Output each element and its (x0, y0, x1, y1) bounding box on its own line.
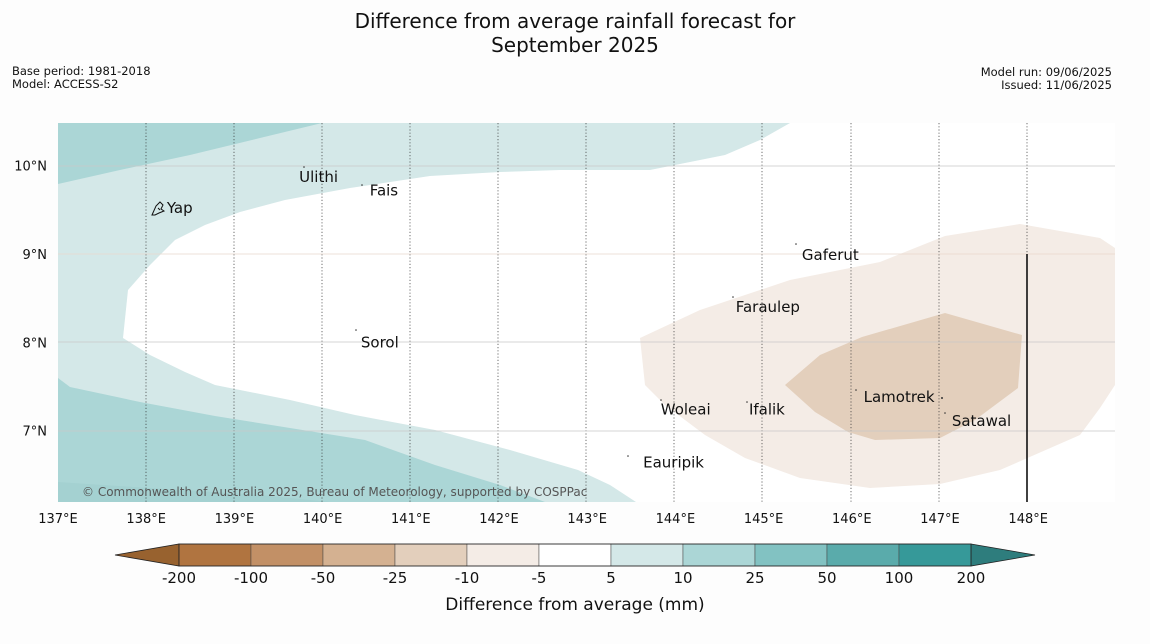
lat-tick-label: 8°N (23, 336, 48, 351)
lon-tick-label: 139°E (215, 512, 255, 527)
lat-tick-label: 7°N (23, 425, 48, 440)
colorbar-box (466, 543, 540, 567)
lat-tick-label: 10°N (14, 160, 47, 175)
issued-date: Issued: 11/06/2025 (1001, 78, 1112, 92)
place-label-yap: Yap (166, 199, 193, 217)
contour-10-25-south (58, 378, 545, 502)
colorbar-boxes (178, 543, 972, 567)
contour-minus10-minus25 (785, 313, 1022, 440)
colorbar-box (322, 543, 396, 567)
colorbar-tick-label: -50 (311, 569, 336, 587)
place-label-faraulep: Faraulep (736, 298, 800, 316)
base-period: Base period: 1981-2018 (12, 64, 151, 78)
contour-5-10-band (58, 123, 790, 502)
lon-tick-label: 143°E (567, 512, 607, 527)
colorbar-tick-label: 10 (673, 569, 692, 587)
island-dots (303, 166, 946, 457)
lon-tick-label: 147°E (920, 512, 960, 527)
colorbar-box (898, 543, 972, 567)
colorbar-frame (178, 543, 972, 567)
colorbar-tick-label: -5 (532, 569, 547, 587)
model-name: Model: ACCESS-S2 (12, 77, 119, 91)
colorbar: -200 -100 -50 -25 -10 -5 5 10 25 50 100 200 Differe… (114, 543, 1036, 615)
colorbar-tick-label: -200 (162, 569, 196, 587)
chart-title: Difference from average rainfall forecas… (0, 9, 1150, 57)
place-label-gaferut: Gaferut (802, 246, 859, 264)
longitude-tick-labels: 137°E 138°E 139°E 140°E 141°E 142°E 143°E 144°E… (38, 512, 1048, 527)
place-label-fais: Fais (370, 181, 399, 199)
place-label-eauripik: Eauripik (643, 453, 704, 471)
colorbar-tick-label: 100 (885, 569, 914, 587)
colorbar-high-extend (970, 543, 1036, 567)
lon-tick-label: 138°E (126, 512, 166, 527)
place-label-satawal: Satawal (952, 412, 1011, 430)
place-label-sorol: Sorol (361, 333, 399, 351)
yap-island-outline (151, 201, 166, 216)
colorbar-labels: -200 -100 -50 -25 -10 -5 5 10 25 50 100 200 (162, 569, 985, 587)
colorbar-tick-label: -25 (383, 569, 408, 587)
colorbar-box (394, 543, 468, 567)
colorbar-tick-label: -10 (455, 569, 480, 587)
colorbar-tick-label: 25 (745, 569, 764, 587)
model-run: Model run: 09/06/2025 (980, 65, 1112, 79)
colorbar-title: Difference from average (mm) (445, 595, 704, 615)
colorbar-low-extend (114, 543, 180, 567)
contour-10-25-bottom-strip (58, 482, 330, 502)
colorbar-tick-label: -100 (234, 569, 268, 587)
lon-tick-label: 141°E (391, 512, 431, 527)
lon-tick-label: 137°E (38, 512, 78, 527)
meta-left: Base period: 1981-2018 Model: ACCESS-S2 (12, 65, 151, 91)
colorbar-box (538, 543, 612, 567)
colorbar-box (826, 543, 900, 567)
colorbar-box (754, 543, 828, 567)
colorbar-box (250, 543, 324, 567)
colorbar-tick-label: 200 (957, 569, 986, 587)
colorbar-tick-label: 5 (606, 569, 616, 587)
lon-tick-label: 142°E (479, 512, 519, 527)
lon-tick-label: 145°E (744, 512, 784, 527)
place-label-ifalik: Ifalik (749, 400, 785, 418)
title-line-1: Difference from average rainfall forecas… (354, 9, 796, 33)
contour-10-25-north (58, 123, 322, 184)
colorbar-box (610, 543, 684, 567)
colorbar-tick-label: 50 (817, 569, 836, 587)
copyright-notice: © Commonwealth of Australia 2025, Bureau… (82, 485, 587, 499)
colorbar-box (178, 543, 252, 567)
latitude-tick-labels: 10°N 9°N 8°N 7°N (14, 160, 47, 440)
place-label-ulithi: Ulithi (299, 168, 338, 186)
latitude-gridlines (58, 165, 1115, 432)
place-labels: Yap Ulithi Fais Gaferut Faraulep Sorol Lamotre… (166, 168, 1011, 471)
lat-tick-label: 9°N (23, 248, 48, 263)
lon-tick-label: 148°E (1008, 512, 1048, 527)
lon-tick-label: 140°E (303, 512, 343, 527)
meta-right: Model run: 09/06/2025 Issued: 11/06/2025 (981, 66, 1112, 92)
place-label-lamotrek: Lamotrek (864, 388, 935, 406)
lon-tick-label: 146°E (832, 512, 872, 527)
lon-tick-label: 144°E (656, 512, 696, 527)
colorbar-box (682, 543, 756, 567)
title-line-2: September 2025 (491, 33, 659, 57)
map-area: © Commonwealth of Australia 2025, Bureau… (58, 123, 1115, 502)
place-label-woleai: Woleai (661, 400, 711, 418)
